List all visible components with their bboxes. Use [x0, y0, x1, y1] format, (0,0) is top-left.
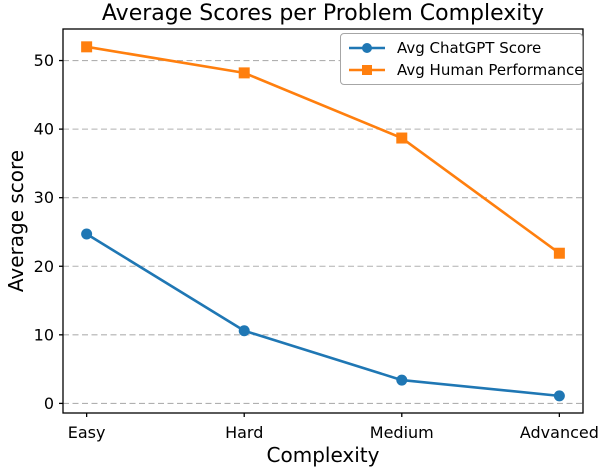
data-point-marker: [553, 390, 565, 402]
series-line-chatgpt: [85, 232, 561, 398]
legend-sample-marker: [362, 64, 372, 75]
y-tick-label: 30: [34, 188, 54, 207]
data-point-marker: [396, 132, 408, 144]
x-tick-label: Medium: [370, 423, 434, 442]
legend-item-human: Avg Human Performance: [347, 61, 583, 79]
x-tick-label: Hard: [225, 423, 263, 442]
series-line-human: [85, 45, 561, 255]
legend-item-chatgpt: Avg ChatGPT Score: [347, 39, 576, 57]
x-tick-label: Advanced: [520, 423, 599, 442]
data-point-marker: [238, 67, 250, 79]
legend: Avg ChatGPT Score Avg Human Performance: [340, 33, 583, 85]
y-tick-label: 20: [34, 257, 54, 276]
data-point-marker: [396, 374, 408, 386]
data-point-marker: [81, 41, 93, 53]
x-axis-label: Complexity: [266, 443, 380, 467]
legend-line-square-icon: [349, 64, 385, 75]
legend-line-circle-icon: [349, 43, 385, 54]
legend-label-human: Avg Human Performance: [397, 60, 584, 79]
data-point-marker: [81, 228, 93, 240]
legend-sample-marker: [362, 43, 372, 54]
chart-title: Average Scores per Problem Complexity: [101, 1, 545, 26]
y-tick-label: 10: [34, 325, 54, 344]
y-axis-label: Average score: [4, 149, 28, 293]
data-point-marker: [238, 325, 250, 337]
legend-label-chatgpt: Avg ChatGPT Score: [397, 39, 542, 58]
y-tick-label: 0: [44, 394, 54, 413]
x-tick-label: Easy: [68, 423, 106, 442]
y-tick-label: 50: [34, 51, 54, 70]
axes-frame: [62, 28, 584, 414]
data-point-marker: [553, 247, 565, 259]
y-tick-label: 40: [34, 120, 54, 139]
